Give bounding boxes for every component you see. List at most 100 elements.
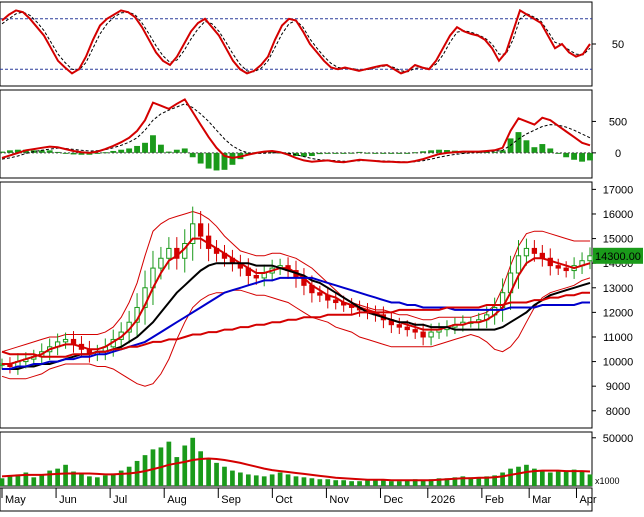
volume-bar: [110, 473, 116, 486]
y-tick-label: 50000: [603, 433, 634, 445]
macd-histogram-bar: [332, 152, 339, 154]
macd-histogram-bar: [14, 149, 21, 153]
volume-bar: [301, 477, 307, 486]
macd-histogram-bar: [70, 152, 77, 155]
macd-histogram-bar: [173, 149, 180, 153]
macd-histogram-bar: [555, 152, 562, 154]
candle-body: [563, 267, 569, 272]
volume-bar: [444, 478, 450, 486]
volume-bar: [15, 474, 21, 486]
volume-bar: [39, 475, 45, 486]
volume-bar: [238, 472, 243, 486]
last-price-label: 14300.00: [595, 251, 641, 263]
candle-body: [142, 287, 148, 308]
macd-histogram-bar: [372, 152, 379, 154]
volume-bar: [571, 469, 577, 486]
volume-bar: [214, 462, 219, 486]
macd-histogram-bar: [78, 152, 85, 155]
macd-histogram-bar: [412, 152, 419, 154]
macd-histogram-bar: [380, 152, 387, 154]
candle-body: [555, 265, 561, 269]
candle-body: [404, 326, 410, 331]
volume-bar: [500, 472, 505, 486]
volume-bar: [325, 479, 331, 486]
bollinger-lower-band: [1, 277, 591, 387]
candle-body: [531, 247, 538, 254]
candle-body: [428, 331, 434, 338]
volume-bar: [524, 464, 529, 486]
oscillator-line: [1, 8, 591, 75]
volume-bar: [309, 478, 315, 486]
volume-bar: [460, 476, 466, 486]
volume-bar: [404, 480, 410, 486]
volume-bar: [87, 476, 92, 486]
macd-histogram-bar: [301, 152, 307, 157]
volume-bar: [539, 470, 545, 486]
volume-bar: [174, 457, 180, 486]
volume-bar: [563, 470, 569, 486]
candle-body: [158, 257, 164, 269]
volume-bar: [396, 481, 402, 486]
volume-bar: [555, 471, 561, 486]
time-tick-label: Mar: [532, 494, 551, 506]
macd-histogram-bar: [499, 150, 506, 153]
macd-histogram-bar: [547, 148, 554, 153]
volume-bar: [420, 480, 426, 486]
volume-bar: [118, 470, 124, 486]
time-tick-label: Aug: [167, 494, 187, 506]
candle-body: [587, 255, 593, 262]
candle-body: [420, 331, 426, 338]
macd-histogram-bar: [189, 152, 196, 158]
macd-panel: 500 0: [0, 89, 627, 179]
volume-bar: [452, 477, 458, 486]
candle-body: [523, 247, 530, 257]
macd-histogram-bar: [436, 149, 442, 153]
macd-histogram-bar: [142, 142, 148, 153]
volume-bar: [532, 468, 537, 486]
macd-histogram-bar: [404, 152, 411, 154]
y-tick-label: 0: [615, 148, 621, 160]
volume-bar: [293, 476, 299, 486]
time-tick-label: Oct: [275, 494, 292, 506]
volume-bar: [285, 474, 291, 486]
macd-histogram-bar: [324, 152, 331, 154]
macd-histogram-bar: [563, 152, 570, 158]
volume-bar: [436, 478, 442, 486]
macd-histogram-bar: [515, 132, 522, 153]
macd-histogram-bar: [165, 151, 172, 153]
volume-bar: [102, 475, 108, 486]
macd-histogram-bar: [7, 150, 13, 153]
macd-histogram-bar: [293, 152, 299, 156]
macd-histogram-bar: [483, 151, 490, 153]
volume-bar: [23, 472, 29, 486]
candle-body: [317, 292, 323, 296]
bollinger-upper-band: [1, 210, 590, 353]
time-tick-label: Dec: [383, 494, 403, 506]
volume-bar: [245, 474, 251, 486]
y-tick-label: 50: [612, 39, 624, 51]
volume-bar: [261, 476, 267, 486]
y-tick-label: 13000: [603, 283, 634, 295]
y-tick-label: 16000: [603, 209, 634, 221]
volume-bar: [373, 479, 378, 486]
volume-bar: [150, 449, 156, 486]
candle-body: [166, 247, 172, 259]
y-tick-label: 10000: [603, 357, 634, 369]
y-tick-label: 8000: [606, 406, 630, 418]
macd-histogram-bar: [420, 151, 427, 153]
time-tick-label: Nov: [329, 494, 349, 506]
volume-bar: [476, 477, 482, 486]
y-tick-label: 12000: [603, 307, 634, 319]
macd-histogram-bar: [118, 149, 125, 153]
macd-histogram-bar: [46, 150, 53, 153]
macd-histogram-bar: [205, 152, 212, 169]
volume-bar: [349, 481, 354, 486]
y-tick-label: 9000: [606, 381, 630, 393]
volume-bar: [333, 480, 339, 486]
volume-bar: [277, 472, 283, 486]
volume-bar: [0, 478, 5, 486]
volume-bar: [126, 466, 132, 486]
volume-bar: [222, 466, 227, 486]
macd-histogram-bar: [157, 144, 164, 153]
